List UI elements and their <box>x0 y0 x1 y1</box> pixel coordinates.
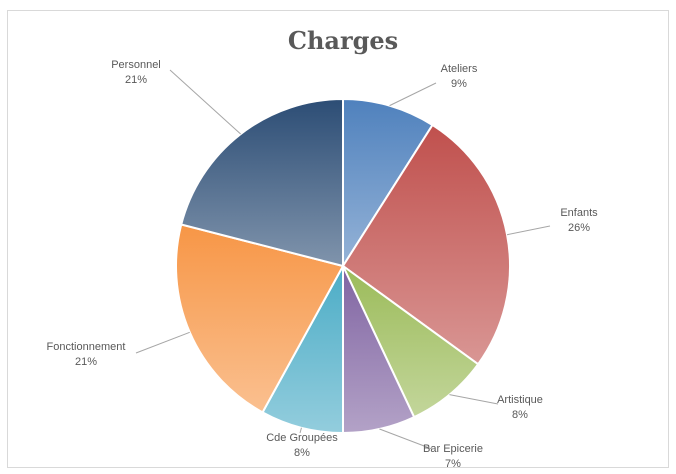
leader-line <box>135 331 190 354</box>
leader-line <box>506 225 551 236</box>
pie-slice-ateliers <box>342 97 434 270</box>
leader-line <box>299 427 302 434</box>
chart-title: Charges <box>288 26 398 55</box>
slice-category-label: Cde Groupées <box>266 432 338 444</box>
slice-category-label: Ateliers <box>441 63 478 75</box>
slice-percent-label: 8% <box>512 409 528 421</box>
slice-category-label: Enfants <box>560 207 598 219</box>
slice-percent-label: 8% <box>294 447 310 459</box>
slice-percent-label: 21% <box>75 356 97 368</box>
slice-percent-label: 26% <box>568 222 590 234</box>
leader-line <box>169 69 241 135</box>
slice-category-label: Fonctionnement <box>47 341 126 353</box>
slice-percent-label: 7% <box>445 458 461 470</box>
slice-percent-label: 9% <box>451 78 467 90</box>
pie-slice-fonctionnement <box>175 223 345 414</box>
slice-category-label: Artistique <box>497 394 543 406</box>
slice-percent-label: 21% <box>125 74 147 86</box>
slice-category-label: Personnel <box>111 59 161 71</box>
leader-line <box>389 82 437 107</box>
slice-category-label: Bar Epicerie <box>423 443 483 455</box>
pie-slice-personnel <box>180 97 344 268</box>
leader-line <box>449 394 499 405</box>
leader-line <box>379 428 433 450</box>
